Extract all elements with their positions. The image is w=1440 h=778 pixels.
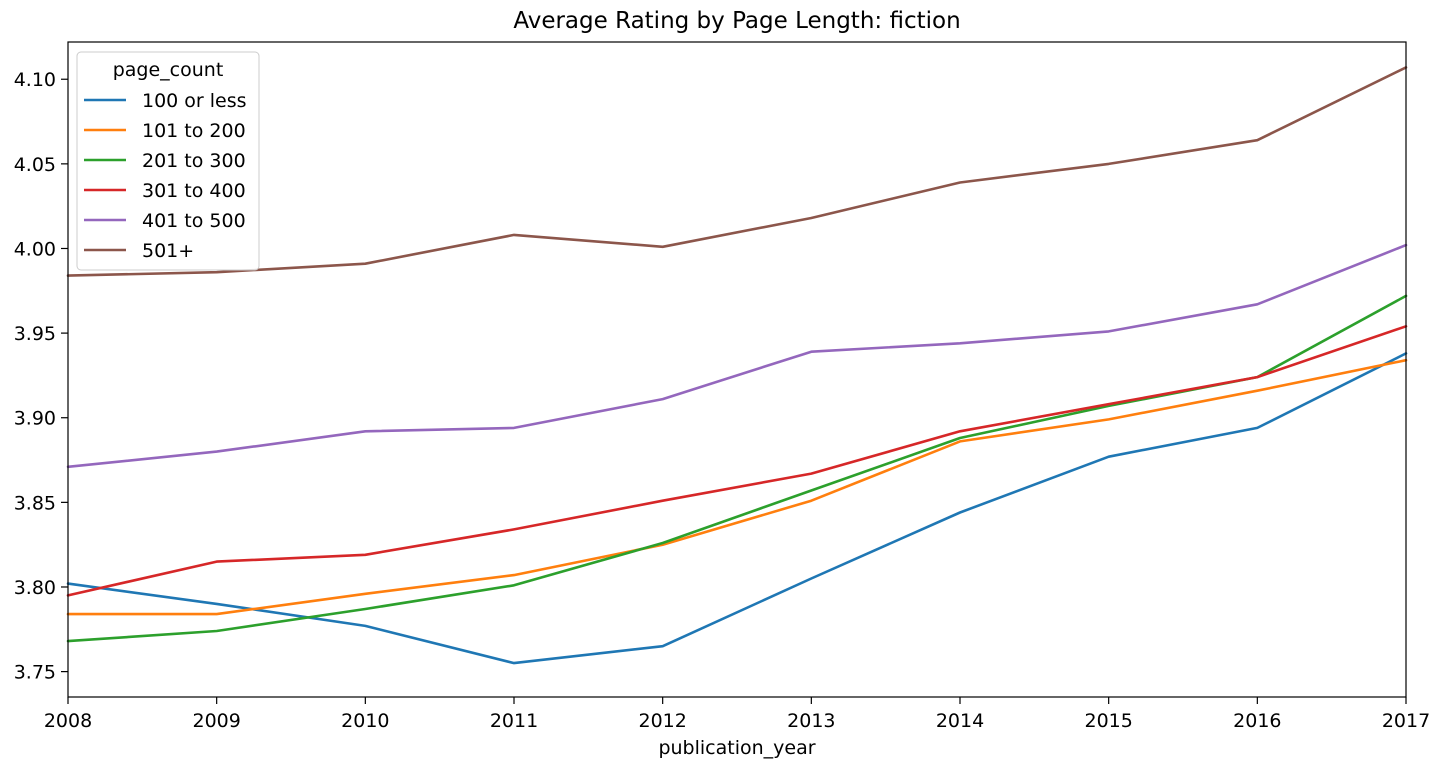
- legend-item: 301 to 400: [84, 180, 246, 202]
- legend-item: 501+: [84, 240, 194, 262]
- series-line-5: [66, 243, 1408, 469]
- y-tick-label: 4.00: [14, 238, 56, 260]
- legend-item: 101 to 200: [84, 120, 246, 142]
- x-axis-label: publication_year: [658, 737, 815, 759]
- series-line-3: [66, 294, 1408, 643]
- series-line-4: [66, 324, 1408, 597]
- legend-title: page_count: [113, 59, 224, 81]
- y-tick-label: 3.90: [14, 408, 56, 430]
- legend-label: 201 to 300: [142, 150, 246, 172]
- legend: page_count 100 or less 101 to 200 201 to 3…: [76, 51, 260, 271]
- y-tick-label: 3.75: [14, 662, 56, 684]
- series-line-1: [66, 352, 1408, 665]
- legend-item: 401 to 500: [84, 210, 246, 232]
- plot-area: [66, 66, 1408, 665]
- x-tick-label: 2010: [341, 710, 389, 732]
- y-tick-label: 3.85: [14, 492, 56, 514]
- series-line-2: [66, 358, 1408, 616]
- y-tick-label: 3.80: [14, 577, 56, 599]
- legend-label: 301 to 400: [142, 180, 246, 202]
- x-tick-label: 2014: [936, 710, 984, 732]
- x-tick-label: 2017: [1382, 710, 1430, 732]
- legend-label: 100 or less: [142, 90, 247, 112]
- plot-frame: [67, 41, 1407, 698]
- x-tick-label: 2009: [192, 710, 240, 732]
- legend-label: 101 to 200: [142, 120, 246, 142]
- legend-label: 401 to 500: [142, 210, 246, 232]
- x-tick-label: 2008: [44, 710, 92, 732]
- chart-title: Average Rating by Page Length: fiction: [513, 8, 960, 34]
- legend-item: 201 to 300: [84, 150, 246, 172]
- x-tick-label: 2013: [787, 710, 835, 732]
- x-axis: 2008 2009 2010 2011 2012 2013 2014 2015 2016 2017: [44, 697, 1430, 732]
- x-tick-label: 2015: [1084, 710, 1132, 732]
- x-tick-label: 2011: [490, 710, 538, 732]
- legend-box: [76, 51, 260, 271]
- y-axis: 3.75 3.80 3.85 3.90 3.95 4.00 4.05 4.10: [14, 69, 68, 684]
- y-tick-label: 4.10: [14, 69, 56, 91]
- y-tick-label: 4.05: [14, 154, 56, 176]
- x-tick-label: 2016: [1233, 710, 1281, 732]
- x-tick-label: 2012: [638, 710, 686, 732]
- series-line-6: [66, 66, 1408, 277]
- y-tick-label: 3.95: [14, 323, 56, 345]
- legend-item: 100 or less: [84, 90, 247, 112]
- legend-label: 501+: [142, 240, 194, 262]
